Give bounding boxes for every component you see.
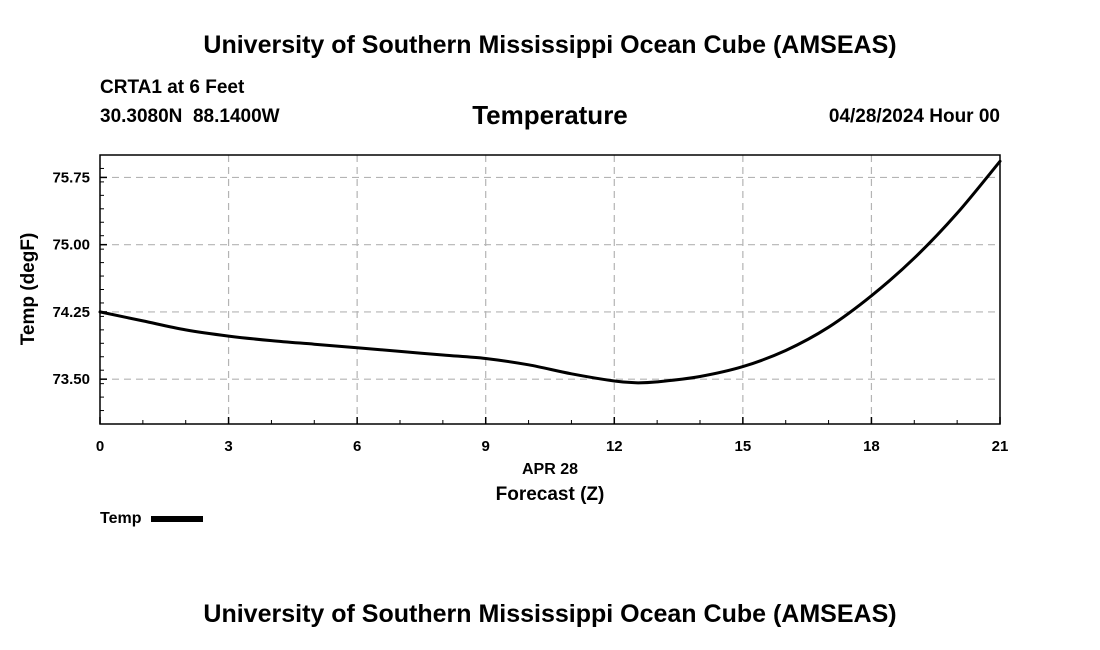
y-tick-label: 74.25 [52, 304, 90, 321]
x-tick-label: 6 [353, 438, 361, 455]
station-coordinates: 30.3080N 88.1400W [100, 106, 280, 127]
forecast-run-time: 04/28/2024 Hour 00 [828, 106, 1000, 127]
legend-label-temp: Temp [100, 510, 142, 527]
x-axis-tick-labels: 0 3 6 9 12 15 18 21 [96, 438, 1009, 455]
chart-legend: Temp [100, 510, 204, 528]
y-axis-tick-labels: 73.50 74.25 75.00 75.75 [52, 169, 90, 388]
x-tick-label: 18 [863, 438, 880, 455]
plot-area-frame [99, 154, 1001, 425]
y-axis-label: Temp (degF) [18, 233, 39, 346]
x-tick-label: 9 [482, 438, 490, 455]
bottom-title: University of Southern Mississippi Ocean… [203, 600, 897, 628]
axis-ticks [99, 167, 1001, 425]
temperature-line [98, 159, 1002, 385]
x-axis-label: Forecast (Z) [496, 484, 605, 505]
station-name: CRTA1 at 6 Feet [100, 77, 245, 98]
y-tick-label: 73.50 [52, 371, 90, 388]
grid-lines [100, 155, 1000, 424]
top-title: University of Southern Mississippi Ocean… [203, 31, 897, 59]
x-tick-label: 21 [992, 438, 1009, 455]
y-tick-label: 75.00 [52, 237, 90, 254]
chart-subtitle: Temperature [472, 100, 628, 130]
legend-swatch-temp [151, 516, 204, 522]
x-tick-label: 0 [96, 438, 104, 455]
y-tick-label: 75.75 [52, 169, 90, 186]
x-tick-label: 3 [224, 438, 232, 455]
x-tick-label: 12 [606, 438, 623, 455]
x-axis-date-label: APR 28 [522, 461, 578, 478]
x-tick-label: 15 [735, 438, 752, 455]
